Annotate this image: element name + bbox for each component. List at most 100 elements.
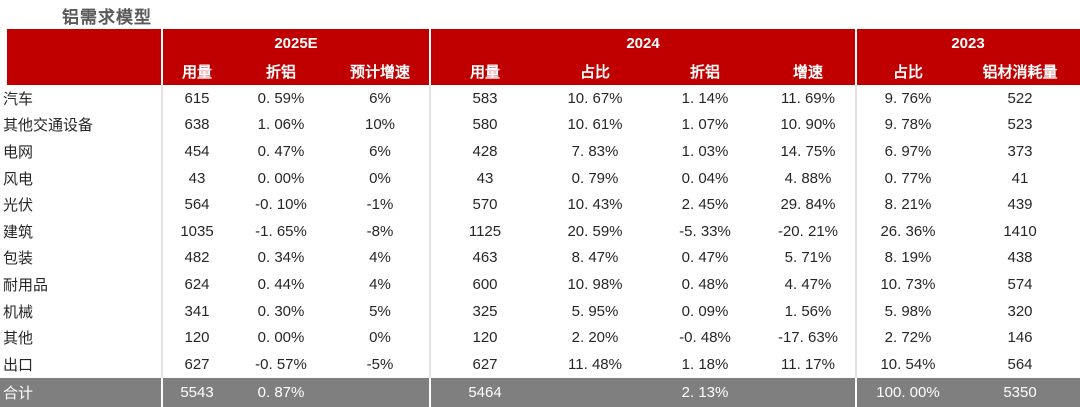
cell: 1. 18% [681, 355, 729, 373]
header-divider [161, 29, 163, 85]
total-cell: 5350 [1003, 383, 1037, 401]
cell: 10% [364, 116, 396, 134]
table-row: 其他交通设备 638 1. 06% 10% 580 10. 61% 1. 07% 10. 90… [0, 112, 1080, 139]
cell: 11. 17% [781, 355, 835, 373]
cell: 1. 14% [681, 89, 729, 107]
total-cell: 100. 00% [876, 383, 940, 401]
row-label: 机械 [3, 303, 34, 321]
cell: 0. 09% [681, 302, 729, 320]
cell: 0% [369, 329, 391, 347]
cell: 373 [1007, 142, 1033, 160]
body-divider [429, 85, 431, 378]
cell: 1410 [1003, 222, 1037, 240]
column-header: 折铝 [689, 63, 720, 81]
cell: 463 [472, 249, 498, 267]
cell: 522 [1007, 89, 1033, 107]
header-group-row: 2025E 2024 2023 [7, 29, 1080, 57]
total-cell: 5543 [180, 383, 214, 401]
cell: 7. 83% [571, 142, 619, 160]
cell: 14. 75% [780, 142, 836, 160]
cell: 4% [369, 275, 391, 293]
row-label: 建筑 [3, 223, 34, 241]
cell: 0. 04% [681, 169, 729, 187]
cell: 583 [472, 89, 498, 107]
cell: 146 [1007, 329, 1033, 347]
cell: 10. 54% [880, 355, 936, 373]
cell: 0. 48% [681, 275, 729, 293]
cell: -5% [366, 355, 394, 373]
cell: 10. 90% [780, 116, 836, 134]
cell: 9. 78% [884, 116, 932, 134]
column-header: 用量 [469, 63, 500, 81]
cell: 0. 00% [257, 169, 305, 187]
total-divider [855, 377, 857, 407]
table-row: 建筑 1035 -1. 65% -8% 1125 20. 59% -5. 33% -20. 2… [0, 218, 1080, 245]
row-label: 包装 [3, 250, 34, 268]
cell: 20. 59% [567, 222, 623, 240]
cell: 0. 00% [257, 329, 305, 347]
cell: 574 [1007, 275, 1033, 293]
cell: -8% [366, 222, 394, 240]
cell: 454 [184, 142, 210, 160]
cell: 627 [472, 355, 498, 373]
table-body: 汽车 615 0. 59% 6% 583 10. 67% 1. 14% 11. 69% 9. 7… [0, 85, 1080, 378]
cell: -5. 33% [679, 222, 731, 240]
cell: 523 [1007, 116, 1033, 134]
total-divider [161, 377, 163, 407]
cell: 6% [369, 89, 391, 107]
table-title: 铝需求模型 [62, 8, 152, 27]
cell: 570 [472, 196, 498, 214]
cell: 564 [1007, 355, 1033, 373]
cell: 1. 07% [681, 116, 729, 134]
row-label: 光伏 [3, 197, 34, 215]
cell: 438 [1007, 249, 1033, 267]
column-header: 用量 [181, 63, 212, 81]
cell: 8. 19% [884, 249, 932, 267]
cell: -1. 65% [255, 222, 307, 240]
cell: 5. 71% [784, 249, 832, 267]
cell: 120 [184, 329, 210, 347]
table-row: 出口 627 -0. 57% -5% 627 11. 48% 1. 18% 11. 17% 10… [0, 351, 1080, 378]
cell: 0. 77% [884, 169, 932, 187]
cell: 11. 69% [781, 89, 835, 107]
cell: 4% [369, 249, 391, 267]
total-cell: 0. 87% [257, 383, 305, 401]
total-cell [760, 378, 856, 407]
cell: 6. 97% [884, 142, 932, 160]
total-cell [330, 378, 430, 407]
cell: 43 [476, 169, 494, 187]
header-divider [429, 29, 431, 85]
table-header: 2025E 2024 2023 用量 折铝 预计增速 用量 占比 折铝 增速 占比 铝材消耗量 [7, 29, 1080, 85]
cell: -1% [366, 196, 394, 214]
demand-table: 2025E 2024 2023 用量 折铝 预计增速 用量 占比 折铝 增速 占比 铝材消耗量 汽车… [0, 29, 1080, 407]
cell: 428 [472, 142, 498, 160]
table-row: 汽车 615 0. 59% 6% 583 10. 67% 1. 14% 11. 69% 9. 7… [0, 85, 1080, 112]
cell: 325 [472, 302, 498, 320]
cell: 600 [472, 275, 498, 293]
cell: 580 [472, 116, 498, 134]
column-header: 折铝 [265, 63, 296, 81]
cell: 0. 59% [257, 89, 305, 107]
cell: -0. 10% [255, 196, 307, 214]
cell: 8. 47% [571, 249, 619, 267]
table-row: 光伏 564 -0. 10% -1% 570 10. 43% 2. 45% 29. 84% 8.… [0, 191, 1080, 218]
group-header: 2023 [951, 34, 985, 52]
cell: 0. 30% [257, 302, 305, 320]
cell: 1. 06% [257, 116, 305, 134]
table-row: 机械 341 0. 30% 5% 325 5. 95% 0. 09% 1. 56% 5. 98%… [0, 298, 1080, 325]
cell: 41 [1011, 169, 1029, 187]
header-column-row: 用量 折铝 预计增速 用量 占比 折铝 增速 占比 铝材消耗量 [7, 57, 1080, 85]
row-label: 其他交通设备 [3, 117, 94, 135]
cell: 1. 03% [681, 142, 729, 160]
total-divider [429, 377, 431, 407]
cell: 10. 98% [567, 275, 623, 293]
cell: 4. 47% [784, 275, 832, 293]
cell: 624 [184, 275, 210, 293]
cell: 9. 76% [884, 89, 932, 107]
cell: 1. 56% [784, 302, 832, 320]
cell: 10. 67% [567, 89, 623, 107]
cell: 320 [1007, 302, 1033, 320]
row-label: 汽车 [3, 90, 34, 108]
row-label: 电网 [3, 143, 34, 161]
body-divider [855, 85, 857, 378]
